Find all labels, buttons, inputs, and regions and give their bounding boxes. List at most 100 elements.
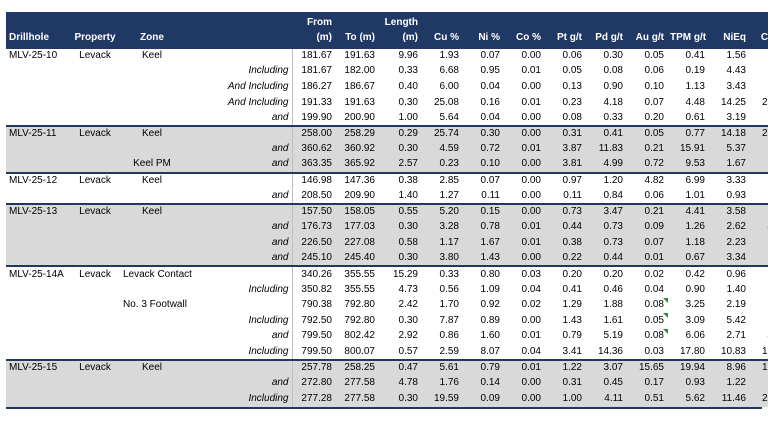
nieq-cell: 2.71 xyxy=(726,330,746,342)
header-cell xyxy=(503,12,544,30)
to-cell: 147.36 xyxy=(335,171,378,189)
header-ni: Ni % xyxy=(462,30,503,48)
interval-note-cell: And Including xyxy=(227,96,289,108)
cu-cell: 2.59 xyxy=(439,345,459,357)
pt-cell: 1.00 xyxy=(544,391,585,407)
cu-cell: 0.56 xyxy=(439,283,459,295)
pt-cell: 0.22 xyxy=(544,250,585,267)
tpm-cell: 0.90 xyxy=(685,283,705,295)
ni-cell: 8.07 xyxy=(480,345,500,357)
interval-note-cell xyxy=(184,265,292,282)
pt-cell: 0.13 xyxy=(562,80,582,92)
cueq-cell: 2.97 xyxy=(749,157,768,173)
interval-note-cell: and xyxy=(271,330,289,342)
table-row: No. 3 Footwall 790.38 792.80 2.42 1.70 0.92 0.… xyxy=(6,297,768,314)
from-cell: 186.27 xyxy=(291,79,335,95)
au-cell: 0.08 xyxy=(626,297,668,314)
table-row: and 272.80 277.58 4.78 1.76 0.14 0.00 0.31 0.45 0… xyxy=(6,375,768,392)
length-cell: 2.42 xyxy=(398,299,418,311)
header-length-top: Length xyxy=(378,12,421,30)
nieq-cell: 11.46 xyxy=(708,391,749,407)
cueq-cell: 4.67 xyxy=(749,219,768,236)
drillhole-cell xyxy=(6,375,70,392)
table-row: and 360.62 360.92 0.30 4.59 0.72 0.01 3.87 11.83… xyxy=(6,141,768,158)
pt-cell: 0.20 xyxy=(544,265,585,282)
zone-cell: Levack Contact xyxy=(120,265,192,282)
ni-cell: 0.04 xyxy=(480,111,500,123)
au-cell: 4.82 xyxy=(626,171,667,189)
tpm-cell: 0.41 xyxy=(667,47,708,64)
cu-cell: 0.23 xyxy=(421,157,462,173)
ni-cell: 1.60 xyxy=(480,330,500,342)
zone-cell xyxy=(120,329,184,345)
pt-cell: 0.44 xyxy=(544,219,585,236)
to-cell: 177.03 xyxy=(335,219,378,236)
pt-cell: 0.08 xyxy=(562,111,582,123)
zone-cell: Keel xyxy=(120,47,184,64)
pt-cell: 0.79 xyxy=(562,330,582,342)
length-cell: 0.30 xyxy=(378,250,421,267)
to-cell: 191.63 xyxy=(335,47,378,64)
zone-cell xyxy=(120,95,184,111)
pt-cell: 0.31 xyxy=(544,124,585,142)
nieq-cell: 3.33 xyxy=(708,171,749,189)
pt-cell: 0.38 xyxy=(544,235,585,251)
length-cell: 0.30 xyxy=(378,391,421,407)
interval-note-cell: and xyxy=(184,250,292,267)
to-cell: 245.40 xyxy=(335,250,378,267)
ni-cell: 0.04 xyxy=(480,80,500,92)
nieq-cell: 3.34 xyxy=(708,250,749,267)
interval-note-cell xyxy=(184,358,292,376)
zone-cell: Keel xyxy=(120,171,184,189)
drillhole-cell xyxy=(6,79,70,95)
drillhole-cell: MLV-25-11 xyxy=(6,124,70,142)
au-cell: 0.17 xyxy=(626,375,667,392)
cueq-cell: 1.70 xyxy=(749,265,768,282)
ni-cell: 0.14 xyxy=(462,375,503,392)
ni-cell: 0.16 xyxy=(480,96,500,108)
pd-cell: 5.19 xyxy=(603,330,623,342)
tpm-cell: 0.19 xyxy=(685,65,705,77)
drillhole-cell xyxy=(6,282,70,298)
table-row: MLV-25-12 Levack Keel 146.98 147.36 0.38 2.85 0… xyxy=(6,171,768,189)
cu-cell: 6.00 xyxy=(439,80,459,92)
pd-cell: 3.07 xyxy=(585,358,626,376)
table-row: And Including 186.27 186.67 0.40 6.00 0.04 0.0… xyxy=(6,79,768,95)
co-cell: 0.01 xyxy=(521,65,541,77)
cu-cell: 3.28 xyxy=(421,219,462,236)
interval-note-cell: and xyxy=(184,141,292,158)
au-cell: 0.20 xyxy=(644,111,664,123)
to-cell: 186.67 xyxy=(344,80,375,92)
property-cell xyxy=(70,329,120,345)
drillhole-cell xyxy=(6,298,70,314)
header-cell xyxy=(6,12,70,30)
property-cell xyxy=(70,235,120,251)
from-cell: 340.26 xyxy=(291,265,335,282)
cu-cell: 0.33 xyxy=(421,265,462,282)
property-cell xyxy=(70,375,120,392)
header-tpm: TPM g/t xyxy=(667,30,708,48)
zone-cell xyxy=(120,188,184,204)
au-cell: 0.21 xyxy=(626,141,667,158)
drillhole-cell xyxy=(6,110,70,126)
cueq-cell: 19.28 xyxy=(761,345,768,357)
interval-note-cell: and xyxy=(184,157,292,173)
from-cell: 799.50 xyxy=(291,328,335,345)
tpm-cell: 6.99 xyxy=(667,171,708,189)
co-cell: 0.01 xyxy=(503,235,544,251)
header-cueq: CuEq xyxy=(749,30,768,48)
to-cell: 209.90 xyxy=(344,189,375,201)
length-cell: 0.30 xyxy=(378,219,421,236)
co-cell: 0.04 xyxy=(521,283,541,295)
header-cu: Cu % xyxy=(421,30,462,48)
cu-cell: 19.59 xyxy=(421,391,462,407)
co-cell: 0.01 xyxy=(503,141,544,158)
cu-cell: 2.85 xyxy=(421,171,462,189)
zone-cell xyxy=(120,79,184,95)
table-row: MLV-25-13 Levack Keel 157.50 158.05 0.55 5.20 0… xyxy=(6,202,768,220)
drillhole-cell xyxy=(6,219,70,236)
ni-cell: 0.11 xyxy=(481,189,500,201)
cu-cell: 1.27 xyxy=(439,189,459,201)
length-cell: 0.47 xyxy=(378,358,421,376)
drillhole-cell: MLV-25-15 xyxy=(6,358,70,376)
